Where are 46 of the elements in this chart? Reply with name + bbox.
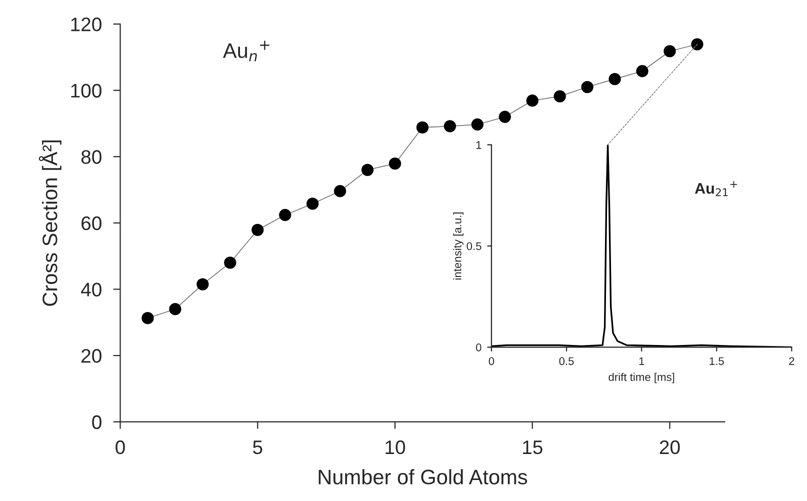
annotation: Au$_{n}$$^{+}$ <box>222 40 270 62</box>
point <box>581 80 594 94</box>
x-tick-label: 10 <box>386 440 406 454</box>
point <box>526 94 538 107</box>
point <box>252 224 264 236</box>
x-tick-label: 1.5 <box>710 357 724 366</box>
y-tick-label: 40 <box>81 282 102 296</box>
x-tick-label: 0 <box>116 440 125 454</box>
point <box>142 312 154 324</box>
point <box>691 38 704 50</box>
x-tick-label: 2 <box>789 357 794 365</box>
x-tick-label: 0 <box>488 357 494 366</box>
x-tick-label: 20 <box>660 440 680 454</box>
point <box>279 208 292 222</box>
y-tick-label: 60 <box>82 216 102 230</box>
point <box>388 158 402 170</box>
y-axis-title: Cross Section [Å²] <box>38 140 62 306</box>
point <box>471 118 484 131</box>
x-tick-label: 5 <box>252 440 262 454</box>
y-tick-label: 0 <box>476 343 482 352</box>
y-tick-label: 0 <box>92 415 102 430</box>
y-tick-label: 1 <box>476 141 482 149</box>
x-tick-label: 15 <box>523 440 542 454</box>
point <box>334 185 346 198</box>
point <box>444 120 456 132</box>
point <box>554 90 566 102</box>
point <box>196 278 209 290</box>
x-axis-title: drift time [ms] <box>608 372 674 384</box>
y-tick-label: 0.5 <box>466 242 482 250</box>
point <box>306 198 319 210</box>
point <box>636 65 648 78</box>
x-tick-label: 1 <box>639 357 644 365</box>
point <box>416 121 429 134</box>
point <box>361 164 374 176</box>
point <box>664 45 676 58</box>
point <box>224 256 236 269</box>
y-tick-label: 120 <box>71 18 102 32</box>
point <box>608 73 621 86</box>
y-axis-title: intensity [a.u.] <box>453 212 464 280</box>
x-axis-title: Number of Gold Atoms <box>318 469 528 484</box>
annotation: Au$_{21}$$^{+}$ <box>694 181 738 196</box>
y-tick-label: 80 <box>81 150 102 164</box>
y-tick-label: 100 <box>71 84 102 98</box>
point <box>169 303 182 316</box>
point <box>498 110 511 123</box>
x-tick-label: 0.5 <box>559 357 574 366</box>
